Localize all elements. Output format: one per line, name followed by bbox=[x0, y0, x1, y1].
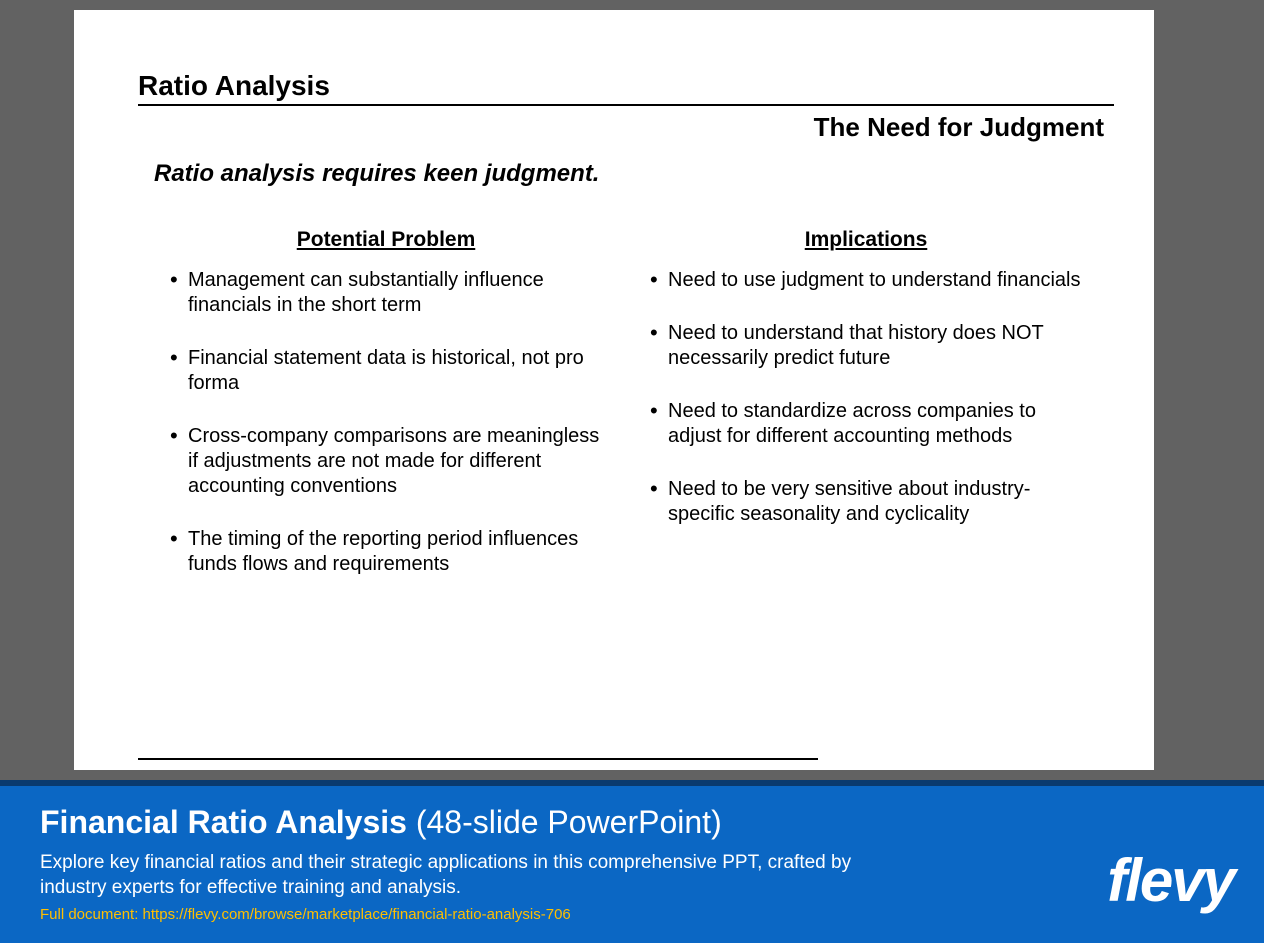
list-item: Need to understand that history does NOT… bbox=[646, 321, 1086, 371]
list-item: Financial statement data is historical, … bbox=[166, 346, 606, 396]
slide-subtitle: The Need for Judgment bbox=[814, 112, 1104, 143]
bullet-list: Management can substantially influence f… bbox=[166, 268, 606, 577]
list-item: Cross-company comparisons are meaningles… bbox=[166, 424, 606, 499]
column-heading: Implications bbox=[646, 228, 1086, 252]
column-potential-problem: Potential Problem Management can substan… bbox=[166, 228, 606, 605]
slide-title: Ratio Analysis bbox=[138, 70, 1114, 106]
slide-title-text: Ratio Analysis bbox=[138, 70, 330, 101]
banner-title-bold: Financial Ratio Analysis bbox=[40, 804, 407, 840]
bottom-divider bbox=[138, 758, 818, 760]
list-item: Need to be very sensitive about industry… bbox=[646, 477, 1086, 527]
column-implications: Implications Need to use judgment to und… bbox=[646, 228, 1086, 605]
promo-banner: Financial Ratio Analysis (48-slide Power… bbox=[0, 786, 1264, 943]
banner-full-doc-link[interactable]: Full document: https://flevy.com/browse/… bbox=[40, 906, 1224, 923]
bullet-list: Need to use judgment to understand finan… bbox=[646, 268, 1086, 527]
slide: Ratio Analysis The Need for Judgment Rat… bbox=[74, 10, 1164, 770]
banner-title: Financial Ratio Analysis (48-slide Power… bbox=[40, 804, 1224, 841]
banner-title-rest: (48-slide PowerPoint) bbox=[407, 804, 722, 840]
columns: Potential Problem Management can substan… bbox=[166, 228, 1086, 605]
column-heading: Potential Problem bbox=[166, 228, 606, 252]
list-item: Need to use judgment to understand finan… bbox=[646, 268, 1086, 293]
list-item: Need to standardize across companies to … bbox=[646, 399, 1086, 449]
slide-lead: Ratio analysis requires keen judgment. bbox=[154, 160, 599, 188]
flevy-logo[interactable]: flevy bbox=[1107, 846, 1234, 915]
list-item: The timing of the reporting period influ… bbox=[166, 527, 606, 577]
list-item: Management can substantially influence f… bbox=[166, 268, 606, 318]
banner-description: Explore key financial ratios and their s… bbox=[40, 851, 910, 900]
